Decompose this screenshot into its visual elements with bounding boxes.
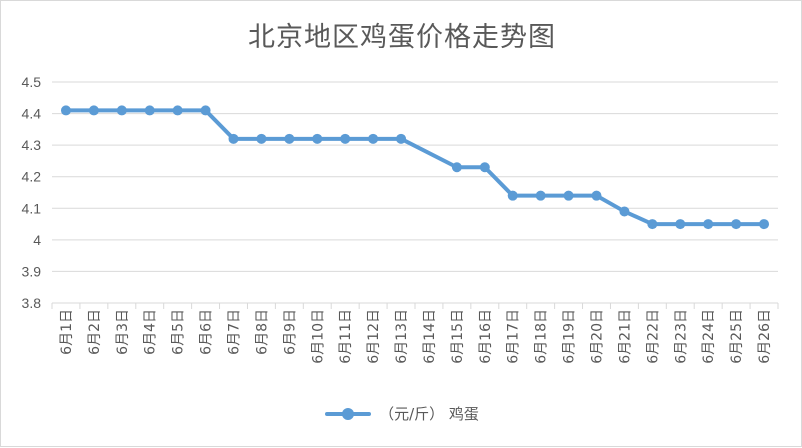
data-point [284,133,295,144]
x-tick-label: 6月21日 [617,309,633,364]
data-point [368,133,379,144]
x-tick-label: 6月14日 [422,309,438,364]
y-tick-label: 3.9 [22,263,42,279]
x-tick-label: 6月15日 [450,309,466,364]
x-tick-label: 6月25日 [729,309,745,364]
x-tick-label: 6月11日 [338,309,354,364]
x-tick-label: 6月18日 [534,309,550,364]
data-point [312,133,323,144]
x-tick-label: 6月22日 [645,309,661,364]
data-point [675,219,686,230]
y-tick-label: 4.3 [22,137,42,153]
y-tick-label: 4.5 [22,74,42,90]
data-point [731,219,742,230]
legend: （元/斤） 鸡蛋 [1,403,802,424]
x-tick-label: 6月20日 [590,309,606,364]
x-tick-label: 6月23日 [673,309,689,364]
x-tick-label: 6月10日 [310,309,326,364]
data-point [60,105,71,116]
x-tick-label: 6月2日 [87,309,103,355]
data-point [507,190,518,201]
data-point [451,162,462,173]
legend-swatch [325,407,372,421]
y-tick-label: 4 [33,232,41,248]
data-point [340,133,351,144]
y-tick-label: 4.2 [22,169,42,185]
data-point [759,219,770,230]
data-point [591,190,602,201]
data-point [619,206,630,217]
x-tick-label: 6月26日 [757,309,773,364]
x-tick-label: 6月5日 [171,309,187,355]
data-point [479,162,490,173]
legend-label: （元/斤） 鸡蛋 [379,405,479,423]
data-point [256,133,267,144]
series-line [63,108,767,227]
data-point [228,133,239,144]
data-point [703,219,714,230]
data-point [563,190,574,201]
x-tick-label: 6月19日 [562,309,578,364]
data-point [647,219,658,230]
x-tick-label: 6月17日 [506,309,522,364]
x-tick-label: 6月9日 [282,309,298,355]
x-tick-label: 6月13日 [394,309,410,364]
x-tick-label: 6月7日 [227,309,243,355]
data-point [200,105,211,116]
x-tick-label: 6月4日 [143,309,159,355]
x-tick-label: 6月24日 [701,309,717,364]
data-point [535,190,546,201]
x-tick-label: 6月12日 [366,309,382,364]
y-tick-label: 4.4 [22,106,42,122]
x-tick-label: 6月16日 [478,309,494,364]
x-tick-label: 6月3日 [115,309,131,355]
x-tick-label: 6月8日 [254,309,270,355]
y-tick-label: 3.8 [22,295,42,311]
data-point [144,105,155,116]
y-tick-label: 4.1 [22,200,42,216]
data-point [172,105,183,116]
data-point [396,133,407,144]
x-tick-label: 6月1日 [59,309,75,355]
x-tick-label: 6月6日 [199,309,215,355]
data-point [116,105,127,116]
chart-title: 北京地区鸡蛋价格走势图 [248,22,556,53]
data-point [88,105,99,116]
